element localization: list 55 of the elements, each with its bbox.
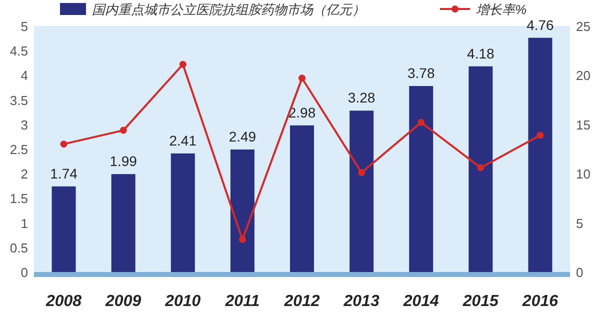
x-tick-label: 2013 [342, 293, 380, 310]
y2-tick-label: 0 [576, 265, 584, 280]
point [358, 169, 366, 176]
y2-tick-label: 25 [576, 19, 590, 34]
y-tick-label: 2.5 [10, 142, 28, 157]
bar [170, 153, 195, 272]
point [60, 140, 68, 148]
x-tick-label: 2009 [104, 293, 142, 310]
y-tick-label: 0.5 [10, 240, 28, 256]
point [418, 118, 425, 126]
x-tick-label: 2008 [44, 293, 82, 310]
x-tick-label: 2014 [402, 293, 440, 310]
data-label: 3.78 [407, 65, 435, 82]
y-tick-label: 4.5 [10, 44, 28, 59]
y-tick-label: 5 [20, 19, 28, 34]
y-tick-label: 3 [20, 117, 28, 132]
y-tick-label: 3.5 [10, 92, 28, 108]
point [120, 126, 127, 134]
y-tick-label: 1 [20, 216, 28, 231]
bar [111, 174, 136, 272]
data-label: 2.98 [288, 104, 316, 120]
legend-label: 国内重点城市公立医院抗组胺药物市场（亿元） [92, 2, 365, 17]
y-tick-label: 0 [20, 265, 28, 280]
y2-tick-label: 15 [576, 117, 590, 132]
point [536, 132, 544, 139]
x-tick-label: 2016 [521, 293, 558, 310]
data-label: 1.99 [110, 153, 138, 170]
y-tick-label: 2 [20, 166, 28, 182]
data-label: 4.18 [467, 45, 495, 62]
x-tick-label: 2012 [283, 293, 320, 310]
bar [528, 38, 552, 272]
bar [468, 66, 493, 272]
data-label: 2.41 [169, 132, 197, 148]
point [179, 60, 186, 68]
y2-tick-label: 5 [576, 216, 584, 231]
data-label: 3.28 [348, 90, 376, 106]
bar [290, 125, 314, 272]
point [298, 74, 306, 82]
x-tick-label: 2010 [164, 293, 201, 310]
point [477, 164, 484, 172]
data-label: 4.76 [526, 16, 554, 33]
x-tick-label: 2011 [224, 293, 260, 310]
data-label: 1.74 [50, 165, 78, 182]
bar [409, 86, 434, 272]
y2-tick-label: 20 [576, 68, 590, 84]
data-label: 2.49 [228, 128, 256, 144]
y-tick-label: 4 [20, 68, 28, 84]
bar [230, 149, 254, 272]
x-tick-label: 2015 [462, 293, 500, 310]
y-tick-label: 1.5 [10, 191, 28, 206]
point [238, 236, 246, 244]
y2-tick-label: 10 [576, 166, 590, 182]
bar [52, 186, 76, 272]
legend-label: 增长率% [476, 2, 527, 17]
bar [350, 110, 374, 272]
